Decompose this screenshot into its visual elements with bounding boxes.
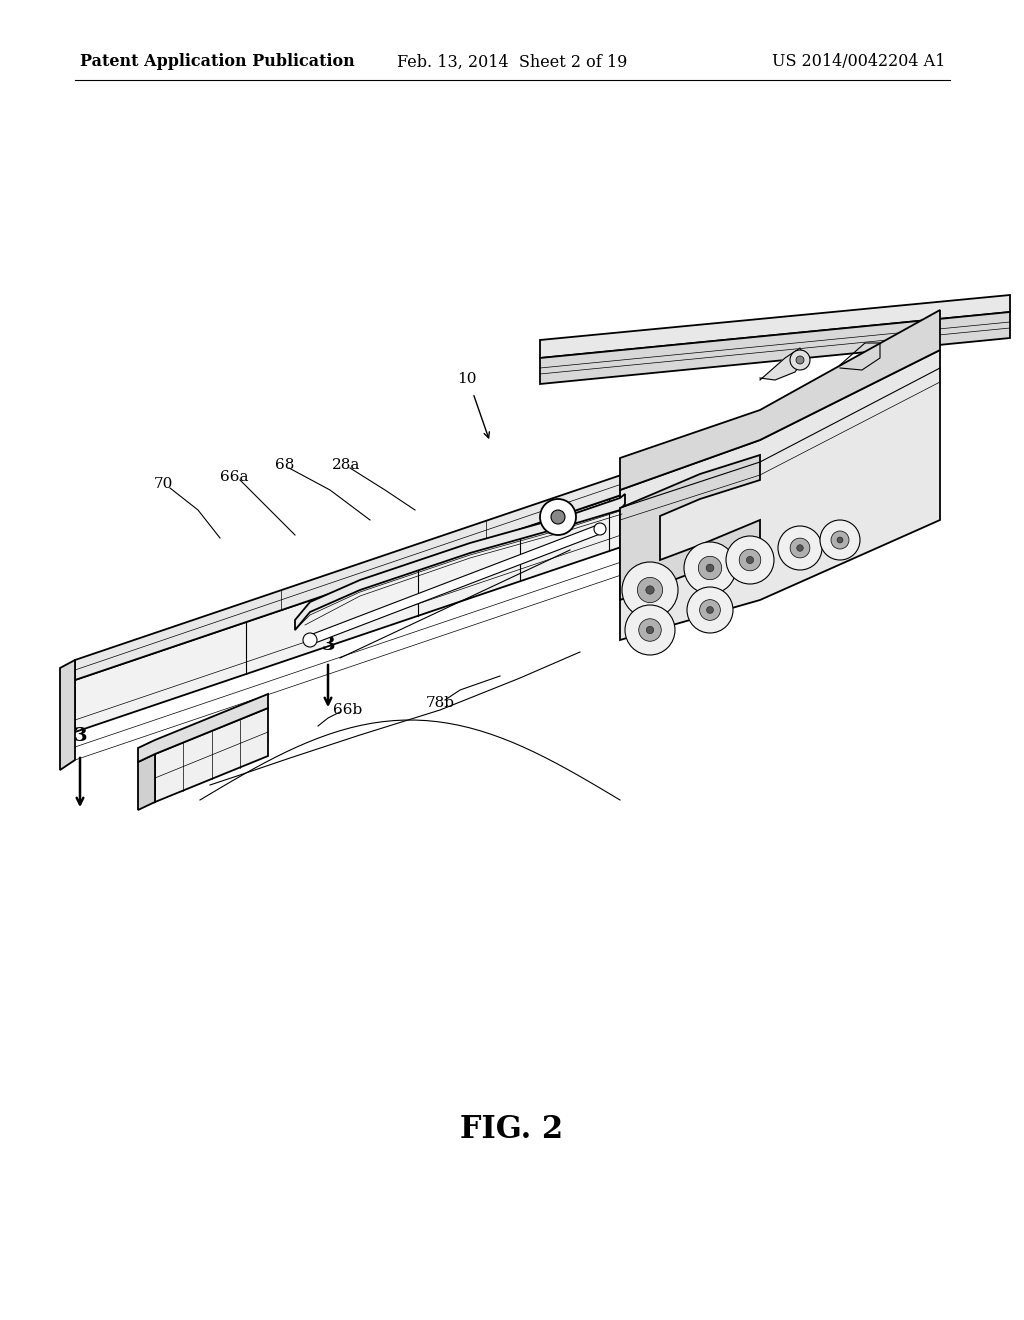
Text: 66a: 66a: [220, 470, 248, 484]
Circle shape: [797, 545, 803, 552]
Circle shape: [625, 605, 675, 655]
Polygon shape: [75, 428, 760, 680]
Circle shape: [831, 531, 849, 549]
Polygon shape: [75, 447, 760, 733]
Polygon shape: [60, 660, 75, 770]
Circle shape: [637, 577, 663, 603]
Circle shape: [707, 607, 714, 614]
Circle shape: [820, 520, 860, 560]
Circle shape: [726, 536, 774, 583]
Polygon shape: [540, 312, 1010, 384]
Circle shape: [639, 619, 662, 642]
Circle shape: [594, 523, 606, 535]
Circle shape: [303, 634, 317, 647]
Circle shape: [790, 350, 810, 370]
Text: Feb. 13, 2014  Sheet 2 of 19: Feb. 13, 2014 Sheet 2 of 19: [397, 54, 627, 70]
Text: 68: 68: [275, 458, 295, 473]
Circle shape: [707, 564, 714, 572]
Text: 3: 3: [322, 636, 335, 653]
Text: US 2014/0042204 A1: US 2014/0042204 A1: [772, 54, 945, 70]
Circle shape: [746, 557, 754, 564]
Polygon shape: [138, 754, 155, 810]
Text: 28a: 28a: [332, 458, 360, 473]
Polygon shape: [155, 708, 268, 803]
Polygon shape: [138, 694, 268, 762]
Circle shape: [646, 586, 654, 594]
Text: 78b: 78b: [426, 696, 455, 710]
Circle shape: [540, 499, 575, 535]
Polygon shape: [295, 494, 625, 630]
Polygon shape: [760, 348, 805, 380]
Circle shape: [778, 525, 822, 570]
Circle shape: [687, 587, 733, 634]
Text: 66b: 66b: [334, 704, 362, 717]
Text: Patent Application Publication: Patent Application Publication: [80, 54, 354, 70]
Text: 28b: 28b: [177, 738, 207, 752]
Circle shape: [684, 543, 736, 594]
Polygon shape: [620, 350, 940, 640]
Text: 70: 70: [154, 477, 173, 491]
Polygon shape: [620, 455, 760, 601]
Text: 50: 50: [250, 735, 269, 748]
Text: FIG. 2: FIG. 2: [461, 1114, 563, 1146]
Circle shape: [837, 537, 843, 543]
Circle shape: [646, 626, 653, 634]
Text: 3: 3: [73, 727, 87, 744]
Polygon shape: [540, 294, 1010, 358]
Circle shape: [791, 539, 810, 558]
Polygon shape: [310, 524, 600, 645]
Circle shape: [698, 556, 722, 579]
Text: 10: 10: [458, 372, 477, 385]
Circle shape: [796, 356, 804, 364]
Circle shape: [622, 562, 678, 618]
Polygon shape: [620, 310, 940, 490]
Circle shape: [551, 510, 565, 524]
Circle shape: [739, 549, 761, 570]
Circle shape: [699, 599, 720, 620]
